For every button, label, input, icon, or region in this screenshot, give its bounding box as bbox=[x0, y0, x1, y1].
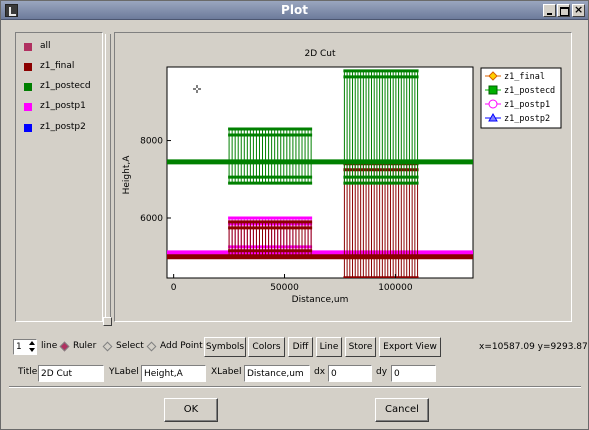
series-z1_postecd bbox=[167, 69, 473, 185]
swatch-icon bbox=[24, 103, 32, 111]
add-point-label[interactable]: Add Point bbox=[160, 341, 203, 351]
title-field-label: Title bbox=[18, 367, 38, 377]
dx-field-label: dx bbox=[314, 367, 326, 377]
spinner-arrows-icon[interactable] bbox=[28, 340, 36, 354]
xlabel-field-label: XLabel bbox=[211, 367, 242, 377]
window-title: Plot bbox=[281, 3, 308, 17]
y-tick-label: 6000 bbox=[140, 214, 163, 224]
y-tick-label: 8000 bbox=[140, 137, 163, 147]
diamond-icon bbox=[488, 71, 498, 81]
swatch-icon bbox=[24, 124, 32, 132]
app-icon[interactable] bbox=[5, 4, 18, 17]
ok-button[interactable]: OK bbox=[164, 398, 218, 422]
square-icon bbox=[488, 85, 498, 95]
store-button[interactable]: Store bbox=[345, 337, 376, 357]
swatch-icon bbox=[24, 83, 32, 91]
title-input[interactable] bbox=[38, 365, 104, 382]
cursor-coordinates: x=10587.09 y=9293.87 bbox=[479, 342, 588, 352]
select-radio[interactable] bbox=[102, 341, 113, 352]
series-group bbox=[167, 69, 473, 278]
cancel-button[interactable]: Cancel bbox=[375, 398, 429, 422]
colors-button[interactable]: Colors bbox=[248, 337, 285, 357]
triangle-icon bbox=[488, 112, 498, 122]
dy-input[interactable] bbox=[391, 365, 436, 382]
pillar-block bbox=[228, 220, 313, 259]
y-axis-label: Height,A bbox=[122, 155, 132, 195]
maximize-icon[interactable] bbox=[557, 4, 570, 17]
crosshair-icon bbox=[193, 85, 201, 93]
legend-entry: z1_final bbox=[485, 71, 545, 82]
add-point-radio[interactable] bbox=[146, 341, 157, 352]
line-label: line bbox=[41, 341, 58, 351]
minimize-icon[interactable] bbox=[543, 4, 556, 17]
ylabel-input[interactable] bbox=[141, 365, 206, 382]
pillar-block bbox=[343, 69, 419, 185]
diff-button[interactable]: Diff bbox=[288, 337, 313, 357]
xlabel-input[interactable] bbox=[244, 365, 310, 382]
line-button[interactable]: Line bbox=[316, 337, 342, 357]
x-tick-label: 0 bbox=[171, 283, 177, 293]
plot-area[interactable] bbox=[166, 66, 474, 279]
ruler-radio[interactable] bbox=[59, 341, 70, 352]
ruler-label[interactable]: Ruler bbox=[73, 341, 97, 351]
ylabel-field-label: YLabel bbox=[109, 367, 139, 377]
cancel-label: Cancel bbox=[385, 404, 419, 415]
pane-splitter[interactable] bbox=[105, 34, 111, 322]
export-view-button[interactable]: Export View bbox=[379, 337, 441, 357]
legend-entry: z1_postp2 bbox=[485, 112, 550, 124]
chart-legend: z1_final z1_postecd z1_postp1 z1_postp2 bbox=[480, 67, 562, 129]
ok-label: OK bbox=[183, 404, 199, 415]
splitter-handle[interactable] bbox=[103, 317, 112, 326]
x-axis-label: Distance,um bbox=[292, 295, 349, 305]
dy-field-label: dy bbox=[376, 367, 388, 377]
legend-entry-label: z1_postecd bbox=[504, 86, 555, 96]
legend-entry: z1_postecd bbox=[485, 85, 555, 96]
pillar-block bbox=[228, 127, 313, 185]
title-bar[interactable]: Plot bbox=[1, 1, 588, 20]
chart-title: 2D Cut bbox=[304, 49, 336, 59]
dataset-list: all z1_final z1_postecd z1_postp1 z1_pos… bbox=[15, 32, 103, 322]
dx-input[interactable] bbox=[328, 365, 372, 382]
x-tick-label: 100000 bbox=[378, 283, 413, 293]
plot-panel: 0 50000 100000 6000 8000 2D Cut Distance,um … bbox=[114, 32, 572, 322]
legend-entry-label: z1_postp2 bbox=[504, 114, 550, 124]
circle-icon bbox=[488, 99, 498, 109]
series-z1_final bbox=[167, 162, 473, 278]
symbols-button[interactable]: Symbols bbox=[204, 337, 246, 357]
legend-entry-label: z1_final bbox=[504, 72, 545, 82]
legend-entry-label: z1_postp1 bbox=[504, 100, 550, 110]
close-icon[interactable] bbox=[572, 4, 585, 17]
select-label[interactable]: Select bbox=[116, 341, 144, 351]
legend-entry: z1_postp1 bbox=[485, 99, 550, 110]
divider bbox=[9, 386, 581, 388]
swatch-icon bbox=[24, 43, 32, 51]
x-tick-label: 50000 bbox=[270, 283, 299, 293]
swatch-icon bbox=[24, 63, 32, 71]
